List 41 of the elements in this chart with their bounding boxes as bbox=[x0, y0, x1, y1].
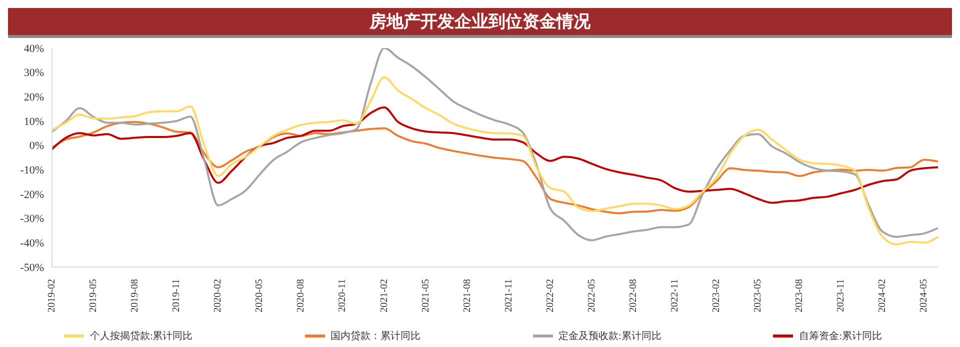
line-series bbox=[52, 106, 938, 204]
x-tick-label: 2023-08 bbox=[794, 279, 806, 312]
x-tick-label: 2019-02 bbox=[46, 279, 58, 312]
legend-label: 自筹资金:累计同比 bbox=[799, 330, 882, 343]
y-tick-label: -20% bbox=[20, 188, 44, 201]
y-tick-label: -40% bbox=[20, 238, 44, 250]
y-tick-label: -10% bbox=[20, 164, 44, 177]
x-tick-label: 2022-08 bbox=[628, 279, 639, 312]
y-tick-label: 0% bbox=[29, 140, 44, 152]
x-tick-label: 2020-05 bbox=[254, 279, 266, 312]
y-tick-label: 40% bbox=[24, 42, 44, 55]
legend-label: 国内贷款：累计同比 bbox=[330, 330, 421, 343]
line-series bbox=[52, 76, 938, 246]
x-tick-label: 2019-11 bbox=[171, 279, 182, 312]
x-tick-label: 2019-05 bbox=[88, 279, 100, 312]
x-tick-label: 2019-08 bbox=[130, 279, 141, 312]
chart-title: 房地产开发企业到位资金情况 bbox=[8, 8, 952, 38]
y-tick-label: 30% bbox=[24, 67, 44, 80]
y-tick-label: 20% bbox=[24, 92, 44, 104]
x-tick-label: 2022-02 bbox=[544, 279, 556, 312]
legend-label: 定金及预收款:累计同比 bbox=[558, 330, 662, 343]
x-tick-label: 2024-02 bbox=[877, 279, 888, 312]
x-tick-label: 2023-11 bbox=[836, 279, 847, 312]
line-series bbox=[52, 120, 938, 214]
x-tick-label: 2022-11 bbox=[669, 279, 680, 312]
x-tick-label: 2023-02 bbox=[711, 279, 722, 312]
x-tick-label: 2020-08 bbox=[296, 279, 307, 312]
x-tick-label: 2023-05 bbox=[752, 279, 764, 312]
x-tick-label: 2022-05 bbox=[586, 279, 598, 312]
y-tick-label: 10% bbox=[24, 116, 44, 128]
y-tick-label: -50% bbox=[20, 262, 44, 274]
x-tick-label: 2021-05 bbox=[420, 279, 432, 312]
y-tick-label: -30% bbox=[20, 213, 44, 226]
x-tick-label: 2020-11 bbox=[337, 279, 348, 312]
x-tick-label: 2021-11 bbox=[503, 279, 514, 312]
x-tick-label: 2021-02 bbox=[378, 279, 390, 312]
legend-label: 个人按揭贷款:累计同比 bbox=[90, 330, 193, 343]
x-tick-label: 2024-05 bbox=[918, 279, 930, 312]
x-tick-label: 2021-08 bbox=[462, 279, 473, 312]
line-series bbox=[52, 48, 938, 242]
x-tick-label: 2020-02 bbox=[212, 279, 224, 312]
